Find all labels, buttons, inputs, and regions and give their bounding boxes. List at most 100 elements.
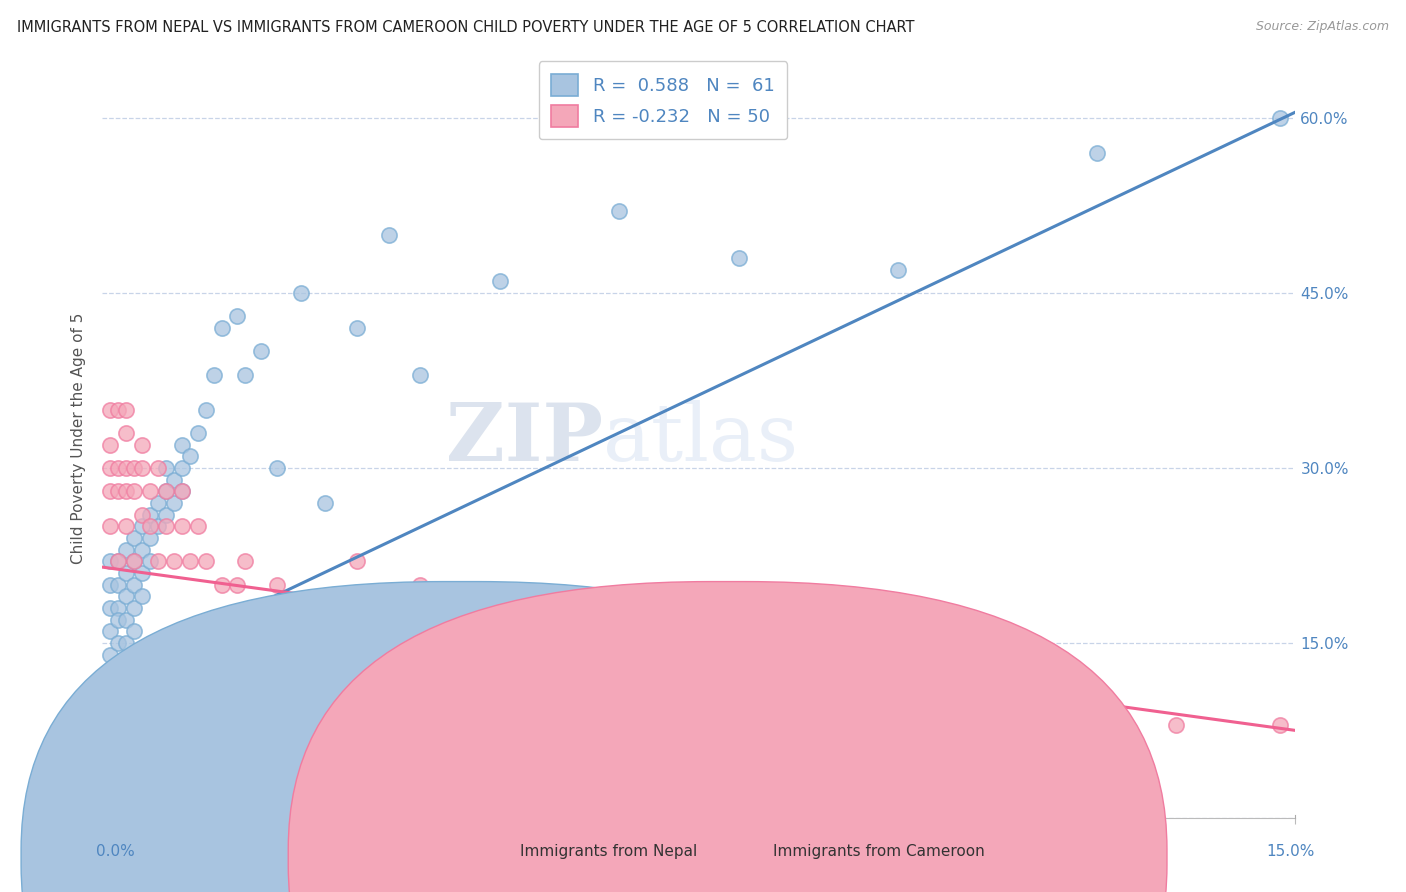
Point [98, 694, 121, 708]
Point [211, 577, 233, 591]
Point [409, 577, 432, 591]
Point [163, 473, 186, 487]
Point [187, 519, 209, 533]
Point [122, 624, 145, 639]
Point [131, 542, 153, 557]
Point [170, 461, 193, 475]
Point [98, 461, 121, 475]
Point [146, 496, 169, 510]
Point [122, 484, 145, 499]
Point [115, 484, 138, 499]
Point [139, 531, 162, 545]
Point [107, 554, 129, 568]
Point [115, 519, 138, 533]
Point [131, 519, 153, 533]
Point [98, 484, 121, 499]
Point [139, 484, 162, 499]
Point [107, 613, 129, 627]
Point [314, 496, 336, 510]
Point [235, 368, 257, 382]
Point [139, 554, 162, 568]
Point [250, 344, 273, 359]
Point [107, 682, 129, 697]
Point [115, 589, 138, 603]
Point [131, 461, 153, 475]
Point [131, 566, 153, 580]
Text: 0.0%: 0.0% [96, 845, 135, 859]
Text: 15.0%: 15.0% [1267, 845, 1315, 859]
Point [98, 519, 121, 533]
Point [98, 437, 121, 451]
Point [122, 531, 145, 545]
Point [122, 554, 145, 568]
Point [194, 402, 217, 417]
Point [98, 577, 121, 591]
Point [489, 274, 512, 288]
Point [346, 321, 368, 335]
Point [115, 425, 138, 440]
Point [122, 461, 145, 475]
Point [146, 554, 169, 568]
Point [226, 577, 249, 591]
Point [107, 554, 129, 568]
Point [107, 577, 129, 591]
Point [98, 648, 121, 662]
Point [107, 636, 129, 650]
Point [290, 601, 312, 615]
Point [489, 648, 512, 662]
Point [314, 624, 336, 639]
Point [607, 204, 630, 219]
Point [807, 671, 830, 685]
Point [122, 601, 145, 615]
Point [1268, 111, 1291, 125]
Point [202, 368, 225, 382]
Point [107, 484, 129, 499]
Point [1268, 717, 1291, 731]
Point [146, 461, 169, 475]
Point [115, 613, 138, 627]
Point [170, 437, 193, 451]
Point [226, 310, 249, 324]
Point [98, 671, 121, 685]
Point [211, 321, 233, 335]
Text: Immigrants from Cameroon: Immigrants from Cameroon [773, 845, 986, 859]
Point [163, 496, 186, 510]
Point [194, 554, 217, 568]
Point [115, 402, 138, 417]
Point [131, 508, 153, 522]
Point [146, 519, 169, 533]
Point [163, 554, 186, 568]
Point [727, 251, 749, 265]
Point [1085, 145, 1108, 160]
Point [122, 554, 145, 568]
Y-axis label: Child Poverty Under the Age of 5: Child Poverty Under the Age of 5 [72, 313, 86, 565]
Text: Source: ZipAtlas.com: Source: ZipAtlas.com [1256, 20, 1389, 33]
Point [115, 566, 138, 580]
Point [179, 450, 201, 464]
Point [139, 508, 162, 522]
Text: atlas: atlas [603, 400, 799, 478]
Point [155, 484, 177, 499]
Point [377, 601, 399, 615]
Point [235, 554, 257, 568]
Point [187, 425, 209, 440]
Point [568, 624, 591, 639]
Point [170, 519, 193, 533]
Point [409, 368, 432, 382]
Point [377, 227, 399, 242]
Point [98, 554, 121, 568]
Point [98, 601, 121, 615]
Point [122, 577, 145, 591]
Text: ZIP: ZIP [446, 400, 603, 478]
Point [688, 694, 710, 708]
Point [1046, 694, 1069, 708]
Point [250, 601, 273, 615]
Point [115, 461, 138, 475]
Point [115, 636, 138, 650]
Point [266, 577, 288, 591]
Point [290, 285, 312, 300]
Point [98, 402, 121, 417]
Point [155, 484, 177, 499]
Point [155, 508, 177, 522]
Point [155, 461, 177, 475]
